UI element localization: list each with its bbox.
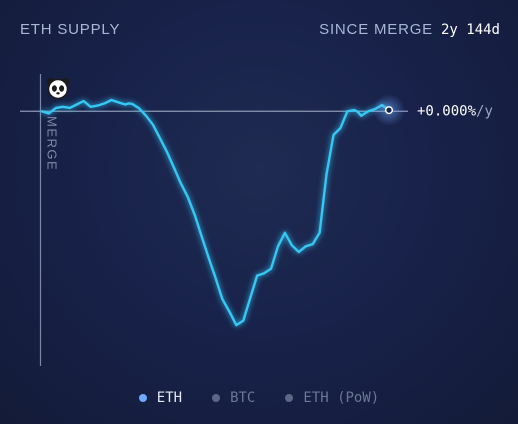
since-merge-value: 2y 144d bbox=[440, 22, 500, 38]
since-merge-info: SINCE MERGE 2y 144d bbox=[319, 21, 500, 38]
legend-dot-eth-pow bbox=[285, 394, 294, 402]
chart-layer: MERGE +0.000%/y bbox=[20, 74, 493, 366]
legend-dot-eth bbox=[138, 394, 147, 402]
merge-label: MERGE bbox=[45, 116, 60, 171]
legend-item-btc[interactable]: BTC bbox=[212, 390, 255, 406]
legend-label-eth: ETH bbox=[156, 390, 183, 406]
current-value-label: +0.000%/y bbox=[417, 103, 493, 119]
chart-title: ETH SUPPLY bbox=[20, 21, 121, 38]
series-line-eth bbox=[40, 98, 391, 327]
legend-item-eth[interactable]: ETH bbox=[138, 390, 183, 406]
since-merge-label: SINCE MERGE bbox=[319, 21, 433, 38]
chart-legend: ETH BTC ETH (PoW) bbox=[0, 390, 518, 406]
latest-point-marker bbox=[385, 106, 394, 115]
legend-label-btc: BTC bbox=[230, 390, 256, 406]
legend-dot-btc bbox=[212, 394, 221, 402]
panda-icon bbox=[47, 78, 69, 100]
legend-item-eth-pow[interactable]: ETH (PoW) bbox=[285, 390, 379, 406]
legend-label-eth-pow: ETH (PoW) bbox=[303, 390, 380, 406]
